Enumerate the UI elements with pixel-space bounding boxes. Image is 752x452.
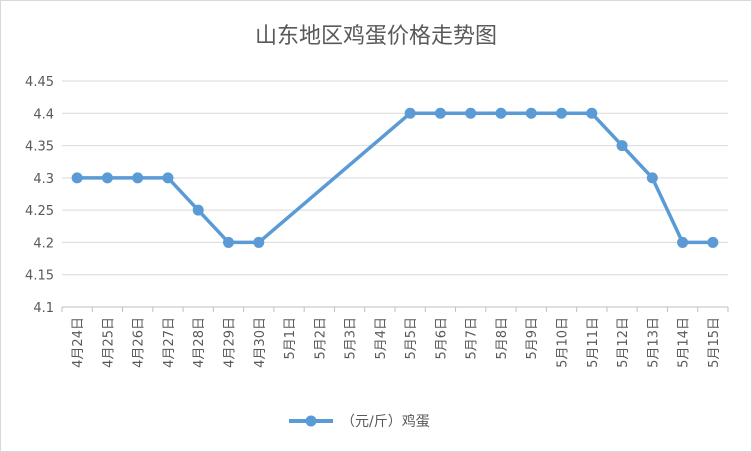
y-tick-label: 4.4 — [33, 107, 54, 122]
data-point — [616, 140, 628, 152]
x-tick-label: 5月6日 — [434, 317, 449, 360]
legend-marker-swatch — [305, 415, 317, 427]
legend-label: （元/斤）鸡蛋 — [341, 413, 430, 430]
x-tick-label: 4月25日 — [101, 317, 116, 368]
x-tick-label: 5月14日 — [677, 317, 692, 368]
data-point — [132, 172, 144, 184]
legend: （元/斤）鸡蛋 — [289, 413, 430, 430]
x-tick-label: 5月1日 — [283, 317, 298, 360]
data-point — [253, 236, 265, 248]
data-point — [465, 107, 477, 119]
y-tick-label: 4.25 — [25, 204, 54, 219]
data-point — [192, 204, 204, 216]
data-point — [101, 172, 113, 184]
data-point — [707, 236, 719, 248]
data-point — [586, 107, 598, 119]
x-tick-label: 4月29日 — [223, 317, 238, 368]
data-point — [556, 107, 567, 119]
x-tick-label: 4月26日 — [132, 317, 147, 368]
y-tick-label: 4.1 — [33, 301, 54, 316]
x-tick-label: 4月28日 — [192, 317, 207, 368]
x-tick-label: 5月7日 — [465, 317, 480, 360]
x-tick-label: 5月12日 — [616, 317, 631, 368]
chart-title: 山东地区鸡蛋价格走势图 — [255, 24, 497, 49]
y-tick-label: 4.3 — [33, 172, 54, 187]
x-tick-label: 5月3日 — [344, 317, 359, 360]
data-point — [495, 107, 507, 119]
data-point — [525, 107, 537, 119]
data-point — [677, 236, 689, 248]
x-tick-label: 5月10日 — [556, 317, 571, 368]
data-point — [223, 236, 234, 248]
y-tick-label: 4.2 — [33, 236, 54, 251]
data-point — [646, 172, 658, 184]
data-point — [404, 107, 416, 119]
x-tick-label: 5月5日 — [404, 317, 419, 360]
y-tick-label: 4.15 — [25, 269, 54, 284]
x-tick-label: 5月11日 — [586, 317, 601, 368]
data-point — [71, 172, 83, 184]
y-axis-ticks: 4.1 4.15 4.2 4.25 4.3 4.35 4.4 4.45 — [25, 75, 54, 316]
x-tick-label: 5月9日 — [525, 317, 540, 360]
data-point — [434, 107, 446, 119]
x-tick-label: 5月2日 — [313, 317, 328, 360]
series-layer — [71, 107, 719, 248]
x-tick-label: 5月4日 — [374, 317, 389, 360]
x-tick-label: 5月8日 — [495, 317, 510, 360]
gridlines — [62, 80, 728, 308]
x-tick-label: 4月30日 — [253, 317, 268, 368]
y-tick-label: 4.45 — [25, 75, 54, 90]
data-point — [162, 172, 174, 184]
x-tick-label: 4月24日 — [71, 317, 86, 368]
x-tick-label: 4月27日 — [162, 317, 177, 368]
x-axis-ticks: 4月24日 4月25日 4月26日 4月27日 4月28日 4月29日 4月30日 5月1日 5… — [61, 307, 729, 368]
x-tick-label: 5月15日 — [707, 317, 722, 368]
y-tick-label: 4.35 — [25, 140, 54, 155]
x-tick-label: 5月13日 — [646, 317, 661, 368]
